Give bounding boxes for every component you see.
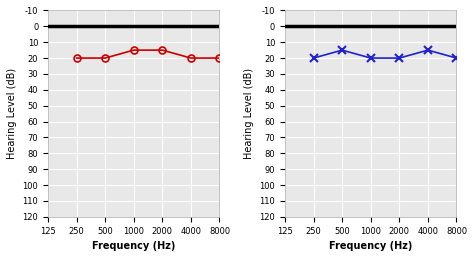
Y-axis label: Hearing Level (dB): Hearing Level (dB) — [244, 68, 254, 159]
X-axis label: Frequency (Hz): Frequency (Hz) — [329, 241, 412, 251]
X-axis label: Frequency (Hz): Frequency (Hz) — [92, 241, 175, 251]
Y-axis label: Hearing Level (dB): Hearing Level (dB) — [7, 68, 17, 159]
